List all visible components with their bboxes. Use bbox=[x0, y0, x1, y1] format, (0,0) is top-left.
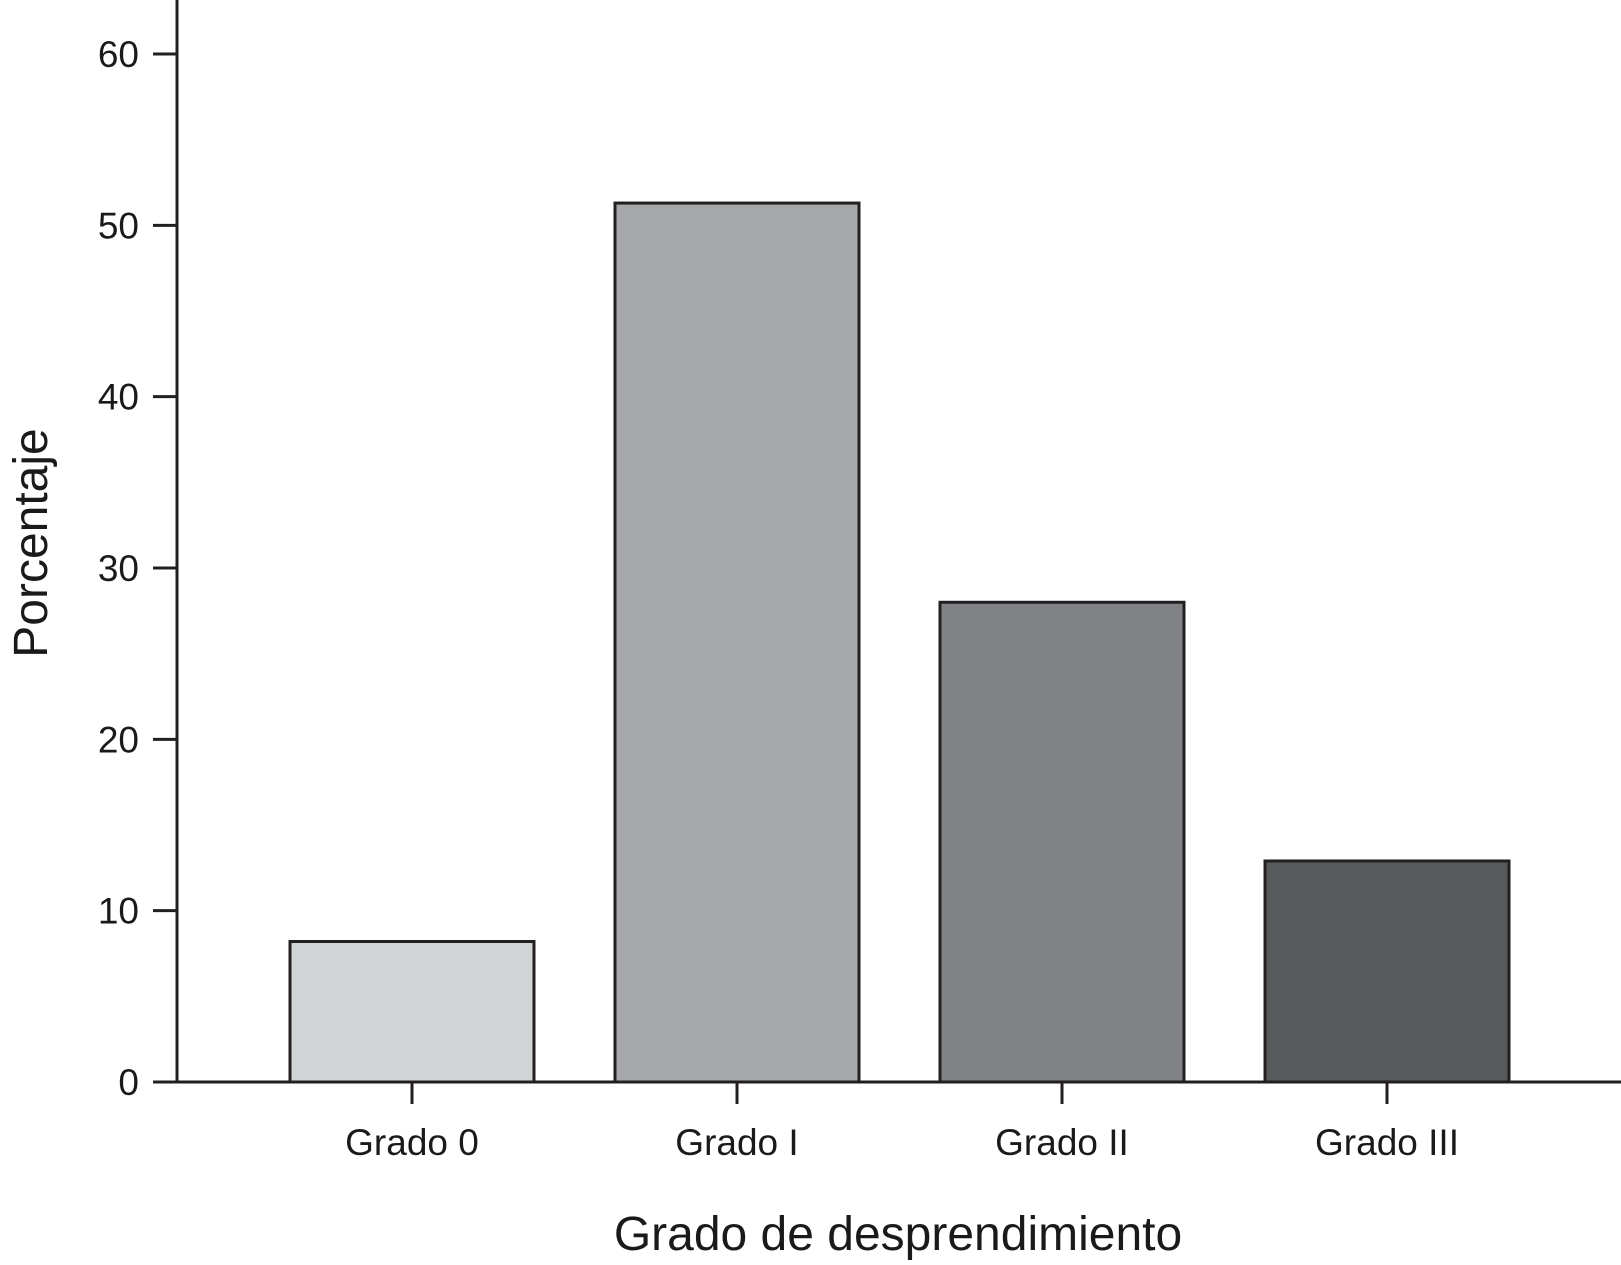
bar-grado-ii bbox=[938, 600, 1186, 1084]
y-tick-label: 20 bbox=[98, 719, 139, 760]
x-axis-ticks: Grado 0 Grado I Grado II Grado III bbox=[345, 1082, 1459, 1163]
bar-grado-iii bbox=[1263, 859, 1511, 1084]
x-tick-label: Grado I bbox=[675, 1122, 798, 1163]
y-tick-label: 40 bbox=[98, 377, 139, 418]
bars bbox=[288, 201, 1511, 1084]
y-axis-ticks: 0 10 20 30 40 50 60 bbox=[98, 34, 177, 1103]
y-tick-label: 10 bbox=[98, 891, 139, 932]
y-tick-label: 50 bbox=[98, 205, 139, 246]
x-tick-label: Grado II bbox=[995, 1122, 1129, 1163]
x-tick-label: Grado 0 bbox=[345, 1122, 479, 1163]
y-tick-label: 30 bbox=[98, 548, 139, 589]
bar-grado-0 bbox=[288, 940, 536, 1084]
y-tick-label: 0 bbox=[118, 1062, 139, 1103]
y-tick-label: 60 bbox=[98, 34, 139, 75]
y-axis-title: Porcentaje bbox=[5, 428, 58, 657]
x-tick-label: Grado III bbox=[1315, 1122, 1459, 1163]
bar-grado-i bbox=[613, 201, 861, 1084]
x-axis-title: Grado de desprendimiento bbox=[614, 1208, 1182, 1261]
